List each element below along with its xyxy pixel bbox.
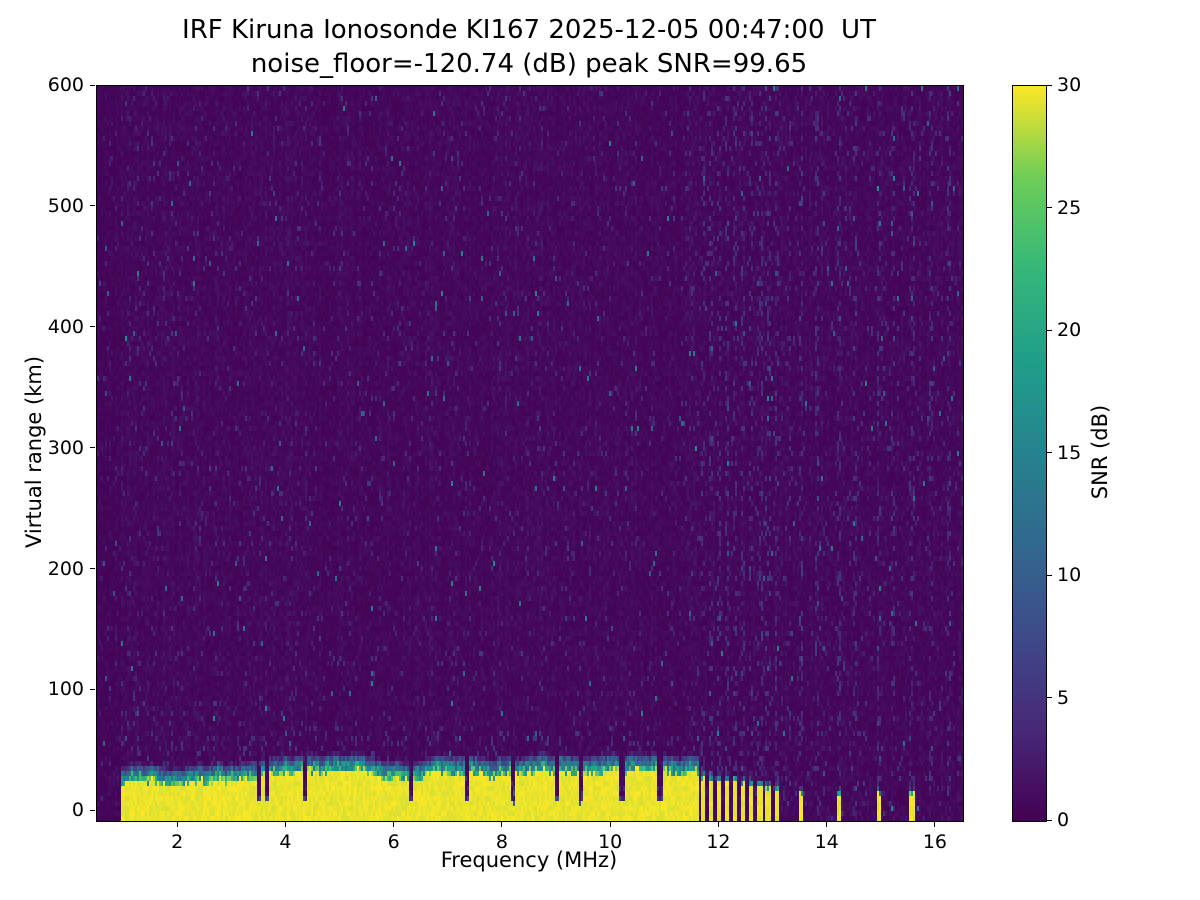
x-tick-label: 16 (922, 831, 948, 853)
y-tick-mark (90, 809, 95, 811)
colorbar-tick-mark (1047, 819, 1052, 821)
y-tick-label: 600 (47, 74, 84, 96)
x-tick-mark (176, 822, 178, 827)
y-axis-label: Virtual range (km) (22, 355, 46, 549)
x-tick-label: 14 (814, 831, 839, 853)
colorbar-tick-mark (1047, 697, 1052, 698)
colorbar-tick-mark (1047, 84, 1052, 86)
x-tick-mark (717, 822, 719, 827)
y-tick-mark (90, 326, 95, 328)
heatmap-canvas (97, 86, 963, 821)
x-tick-label: 6 (387, 831, 400, 853)
colorbar (1012, 85, 1047, 822)
y-tick-label: 100 (47, 678, 84, 701)
colorbar-tick-label: 15 (1057, 441, 1082, 464)
y-tick-mark (90, 688, 95, 690)
y-tick-label: 300 (47, 436, 84, 459)
colorbar-tick-label: 5 (1057, 686, 1070, 709)
y-tick-label: 200 (47, 557, 84, 580)
x-tick-label: 2 (171, 831, 184, 853)
x-tick-label: 12 (706, 831, 731, 853)
colorbar-tick-label: 25 (1057, 196, 1082, 219)
colorbar-tick-label: 0 (1057, 809, 1070, 831)
colorbar-tick-mark (1047, 452, 1052, 453)
x-tick-mark (609, 822, 611, 827)
colorbar-gradient (1013, 86, 1046, 821)
x-axis-label: Frequency (MHz) (440, 848, 618, 872)
colorbar-tick-label: 10 (1057, 564, 1082, 586)
chart-subtitle: noise_floor=-120.74 (dB) peak SNR=99.65 (250, 49, 808, 79)
x-tick-mark (393, 822, 395, 827)
y-tick-mark (90, 568, 95, 570)
y-tick-mark (90, 84, 95, 86)
x-tick-mark (826, 822, 828, 827)
plot-area (96, 85, 964, 822)
x-tick-label: 10 (598, 831, 623, 853)
x-tick-mark (501, 822, 503, 827)
colorbar-tick-mark (1047, 207, 1052, 208)
colorbar-tick-label: 20 (1057, 319, 1082, 341)
chart-title: IRF Kiruna Ionosonde KI167 2025-12-05 00… (182, 15, 876, 45)
y-tick-label: 500 (47, 194, 84, 217)
y-tick-mark (90, 205, 95, 207)
x-tick-label: 4 (279, 831, 292, 853)
y-tick-label: 400 (47, 315, 84, 338)
y-tick-label: 0 (71, 799, 84, 822)
x-tick-label: 8 (495, 831, 508, 853)
colorbar-tick-mark (1047, 574, 1052, 576)
x-tick-mark (934, 822, 936, 827)
colorbar-tick-mark (1047, 329, 1052, 331)
colorbar-label: SNR (dB) (1088, 404, 1112, 500)
colorbar-tick-label: 30 (1057, 74, 1082, 96)
y-tick-mark (90, 447, 95, 449)
x-tick-mark (284, 822, 286, 827)
